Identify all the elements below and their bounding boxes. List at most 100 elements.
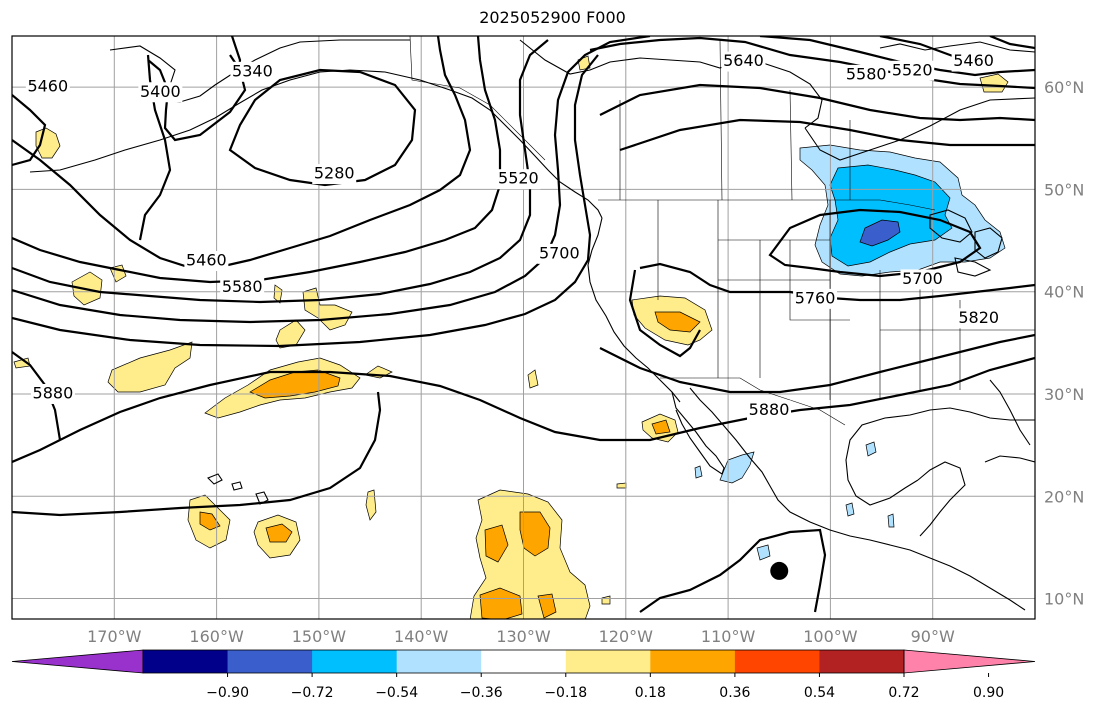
contour-label-background [30,383,75,404]
contour-label-background [138,82,183,103]
contour-label: 5460 [27,77,68,96]
latitude-labels: 10°N 20°N 30°N 40°N 50°N 60°N [1044,78,1084,608]
us-mexico-border [660,377,846,426]
positive-anomaly-patch [275,319,306,349]
positive-anomaly-core [265,523,293,543]
latitude-tick-label: 60°N [1044,78,1084,97]
colorbar-bin [819,650,905,673]
positive-anomaly-core [537,593,557,619]
contour-label-background [793,288,838,309]
contour-label: 5460 [953,51,994,70]
positive-anomaly-core [654,311,701,333]
colorbar-tick-label: −0.72 [291,685,334,701]
contour-label: 5400 [140,82,181,101]
contour-label: 5700 [902,269,943,288]
colorbar-tick-label: −0.54 [375,685,418,701]
contour-label-background [230,61,275,82]
contour-label: 5340 [232,61,273,80]
positive-anomaly-core [651,419,671,435]
map-title: 2025052900 F000 [479,8,626,27]
yucatan-coast [917,461,966,537]
positive-anomaly-patch [107,341,193,393]
gulf-of-mexico-coast [845,407,1035,506]
contour-5460-west [12,94,47,167]
contour-5880-south [12,391,382,517]
contour-5880-ridge [639,528,827,613]
cuba-coast [984,455,1035,463]
latitude-tick-label: 10°N [1044,590,1084,609]
contour-label-background [747,400,792,421]
positive-anomaly-core [249,369,341,399]
positive-anomaly-patch [979,73,1009,93]
contour-label: 5520 [498,169,539,188]
contour-5880 [12,356,1035,464]
location-marker [770,561,789,580]
colorbar-extend-low [11,649,144,674]
colorbar-frame [142,649,905,674]
longitude-tick-label: 110°W [701,627,756,646]
colorbar-tick-label: 0.18 [635,685,666,701]
longitude-tick-label: 140°W [394,627,449,646]
positive-anomaly-core [484,524,509,563]
height-contours [12,36,1035,613]
positive-anomaly-patch [616,482,627,489]
map-frame [11,35,1036,620]
positive-anomaly-patch [365,489,377,521]
contour-label-background [312,164,357,185]
contour-5460-north [989,36,1035,50]
contour-label-background [890,60,935,81]
mexico-west-coast [689,387,1026,611]
longitude-tick-label: 130°W [496,627,551,646]
contour-label-background [844,64,889,85]
colorbar-tick-label: 0.72 [888,685,919,701]
longitude-tick-label: 150°W [292,627,347,646]
positive-anomaly-core [519,511,551,557]
colorbar-bin [227,650,313,673]
longitude-tick-label: 160°W [189,627,244,646]
contour-label: 5820 [958,308,999,327]
contour-5280 [228,68,417,187]
great-lakes-outline [929,209,1003,277]
negative-anomaly-patch [756,544,771,561]
us-west-coast [587,217,681,403]
contour-label-background [951,51,996,72]
colorbar-tick-label: −0.36 [460,685,503,701]
contour-label: 5640 [723,51,764,70]
longitude-tick-label: 170°W [87,627,142,646]
colorbar-tick-label: −0.90 [206,685,249,701]
colorbar-tick-label: 0.54 [804,685,835,701]
contour-label-background [956,308,1001,329]
colorbar-tick-label: 0.36 [719,685,750,701]
contour-5820 [599,333,1035,394]
contour-great-plains-mid [619,118,1035,152]
positive-anomaly-patch [601,595,611,605]
longitude-labels: 170°W 160°W 150°W 140°W 130°W 120°W 110°W 100°W… [87,627,955,646]
positive-anomaly-patch [469,489,591,619]
negative-anomaly-patch [845,502,855,517]
us-canada-border [598,199,936,211]
colorbar-tick-label: 0.90 [973,685,1004,701]
contour-label: 5760 [795,288,836,307]
negative-anomaly-patch [865,441,877,457]
colorbar-tick-label: −0.18 [544,685,587,701]
contour-5700 [12,54,599,348]
positive-anomaly-core [199,511,221,531]
anomaly-fill-layer [13,55,1009,619]
contour-label: 5520 [892,60,933,79]
contour-5520 [12,36,502,284]
canada-province-borders [619,39,851,201]
contour-label-background [496,169,541,190]
longitude-tick-label: 100°W [803,627,858,646]
colorbar-bin [650,650,736,673]
contour-label-background [220,277,265,298]
contour-label: 5580 [222,277,263,296]
contour-5760-south [628,269,701,358]
latitude-tick-label: 30°N [1044,385,1084,404]
arctic-islands [879,41,1035,53]
colorbar-extend-high [903,649,1036,674]
contour-label-background [537,243,582,264]
strong-negative-anomaly-core [859,219,901,247]
positive-anomaly-patch [527,369,539,389]
colorbar-bin [565,650,651,673]
